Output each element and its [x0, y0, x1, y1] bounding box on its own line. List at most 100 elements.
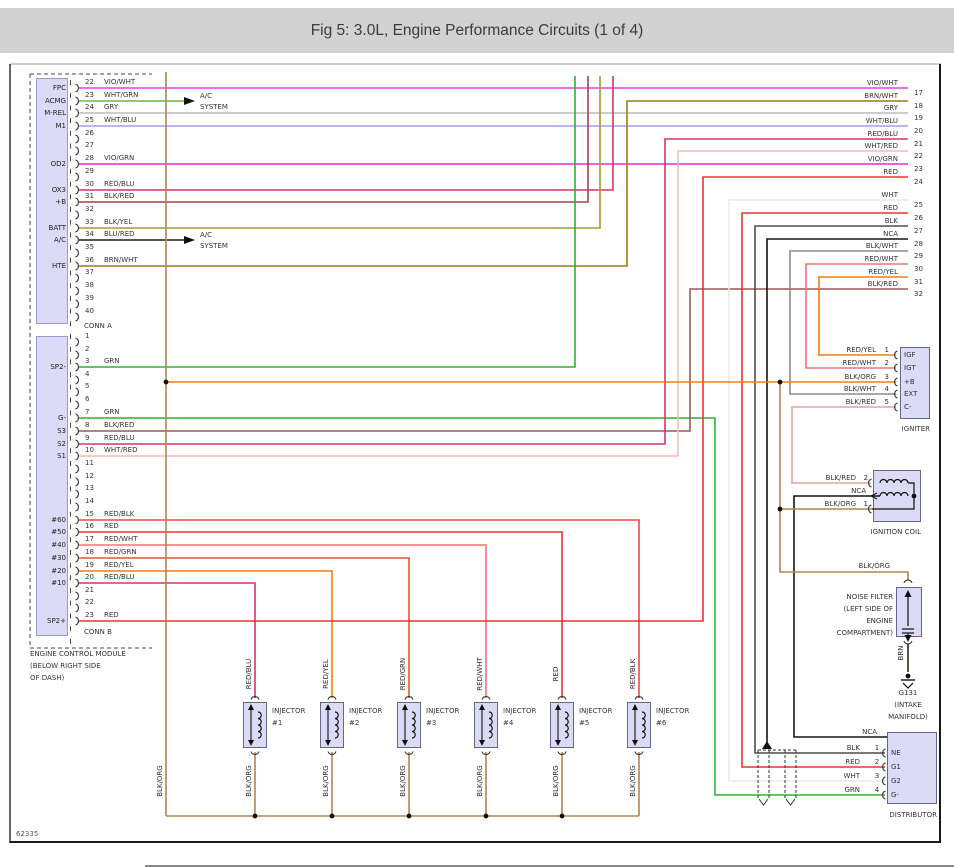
junction-dot — [163, 379, 169, 385]
pin-hook-icon — [882, 790, 886, 800]
pin-hook-icon — [75, 337, 79, 347]
pin-hook-icon — [634, 696, 644, 700]
pin-hook-icon — [75, 261, 79, 271]
wire-s2-9 — [79, 138, 908, 445]
pin-hook-icon — [75, 210, 79, 220]
wire-gminus-7 — [79, 417, 885, 796]
pin-hook-icon — [327, 696, 337, 700]
pin-hook-icon — [894, 402, 898, 412]
wire-shield-nca — [766, 238, 908, 743]
pin-hook-icon — [75, 578, 79, 588]
pin-hook-icon — [75, 223, 79, 233]
junction-dot — [252, 813, 258, 819]
arrow-icon — [184, 97, 195, 105]
pin-hook-icon — [557, 696, 567, 700]
pin-hook-icon — [75, 185, 79, 195]
injector-arrow-down-icon — [479, 740, 485, 746]
shield-end-arrow-icon — [758, 798, 769, 806]
wire-inj1-feed — [79, 582, 256, 698]
pin-hook-icon — [557, 751, 567, 755]
pin-hook-icon — [75, 413, 79, 423]
pin-hook-icon — [481, 751, 491, 755]
pin-hook-icon — [75, 540, 79, 550]
wire-s3-8 — [79, 288, 908, 432]
pin-hook-icon — [882, 748, 886, 758]
wire-inj2-feed — [79, 570, 333, 698]
shield-end-arrow-icon — [785, 798, 796, 806]
wire-sp2minus-3 — [79, 76, 576, 368]
injector-arrow-down-icon — [248, 740, 254, 746]
pin-hook-icon — [634, 751, 644, 755]
injector-arrow-down-icon — [402, 740, 408, 746]
wire-inj4-feed — [79, 544, 487, 698]
injector-arrow-down-icon — [555, 740, 561, 746]
filter-arrow-down-icon — [904, 635, 912, 642]
wire-ign-cminus-blkred — [791, 406, 896, 484]
wire-dist-ne-blk — [754, 225, 908, 754]
pin-hook-icon — [903, 640, 913, 645]
injector-coil-icon — [257, 711, 262, 739]
pin-hook-icon — [882, 776, 886, 786]
figure-title: Fig 5: 3.0L, Engine Performance Circuits… — [0, 8, 954, 53]
wire-inj3-feed — [79, 557, 410, 698]
wire-ign-igt-redwht — [805, 263, 908, 369]
pin-hook-icon — [75, 350, 79, 360]
pin-hook-icon — [250, 751, 260, 755]
coil-winding-icon — [879, 491, 909, 497]
pin-hook-icon — [75, 400, 79, 410]
pin-hook-icon — [75, 603, 79, 613]
junction-dot — [559, 813, 565, 819]
pin-hook-icon — [75, 299, 79, 309]
injector-arrow-up-icon — [632, 704, 638, 710]
arrow-icon — [184, 236, 195, 244]
injector-coil-icon — [334, 711, 339, 739]
pin-hook-icon — [75, 451, 79, 461]
pin-hook-icon — [75, 527, 79, 537]
junction-dot — [406, 813, 412, 819]
pin-hook-icon — [404, 751, 414, 755]
pin-hook-icon — [481, 696, 491, 700]
junction-dot — [905, 673, 911, 679]
injector-coil-icon — [488, 711, 493, 739]
pin-hook-icon — [75, 502, 79, 512]
pin-hook-icon — [75, 273, 79, 283]
pin-hook-icon — [75, 477, 79, 487]
pin-hook-icon — [75, 515, 79, 525]
injector-arrow-down-icon — [325, 740, 331, 746]
pin-hook-icon — [75, 553, 79, 563]
junction-dot — [777, 506, 783, 512]
injector-coil-icon — [411, 711, 416, 739]
injector-arrow-up-icon — [479, 704, 485, 710]
pin-hook-icon — [75, 489, 79, 499]
injector-arrow-down-icon — [632, 740, 638, 746]
pin-hook-icon — [882, 762, 886, 772]
pin-hook-icon — [75, 235, 79, 245]
wire-s1-10 — [79, 150, 908, 457]
pin-hook-icon — [75, 566, 79, 576]
wire-inj6-feed — [79, 519, 640, 698]
pin-hook-icon — [250, 696, 260, 700]
pin-hook-icon — [75, 426, 79, 436]
pin-hook-icon — [894, 389, 898, 399]
pin-hook-icon — [75, 312, 79, 322]
pin-hook-icon — [327, 751, 337, 755]
wire-hte-36 — [79, 100, 908, 267]
pin-hook-icon — [868, 504, 872, 514]
pin-hook-icon — [894, 363, 898, 373]
pin-hook-icon — [75, 121, 79, 131]
wire-dist-g2-wht — [728, 199, 908, 782]
junction-dot — [777, 379, 783, 385]
pin-hook-icon — [75, 248, 79, 258]
shield-drain-icon — [762, 741, 772, 749]
pin-hook-icon — [404, 696, 414, 700]
ground-arrow-icon — [902, 682, 914, 689]
wire-ign-ext-blkwht — [789, 250, 908, 395]
injector-coil-icon — [641, 711, 646, 739]
pin-hook-icon — [75, 146, 79, 156]
pin-hook-icon — [75, 387, 79, 397]
injector-coil-icon — [564, 711, 569, 739]
pin-hook-icon — [75, 159, 79, 169]
pin-hook-icon — [75, 375, 79, 385]
pin-hook-icon — [75, 464, 79, 474]
